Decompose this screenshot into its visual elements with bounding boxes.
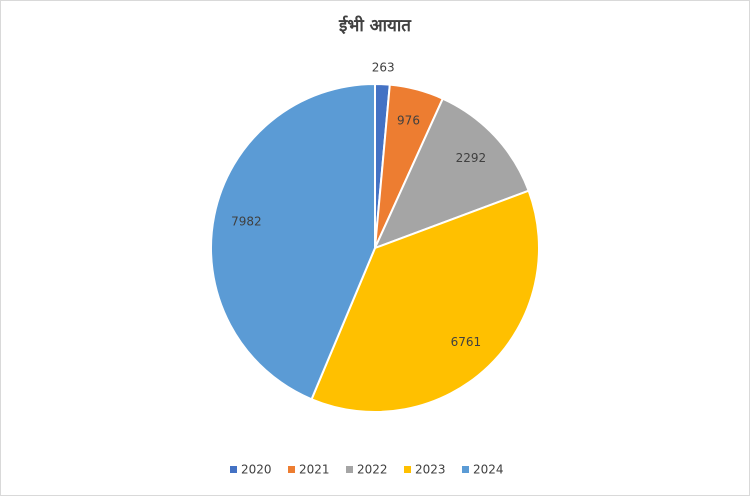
legend-swatch [462,466,469,473]
legend-label: 2021 [299,463,330,477]
legend-label: 2020 [241,463,272,477]
chart-title: ईभी आयात [338,15,412,36]
legend-swatch [230,466,237,473]
data-label: 2292 [456,151,487,165]
legend-label: 2022 [357,463,388,477]
data-label: 263 [372,60,395,74]
pie-slice [310,189,540,413]
data-label: 976 [397,114,420,128]
pie-slice [373,97,530,250]
pie-slice [210,82,376,401]
legend-label: 2024 [473,463,504,477]
data-label: 6761 [451,335,482,349]
legend-swatch [346,466,353,473]
legend-swatch [288,466,295,473]
legend-swatch [404,466,411,473]
data-label: 7982 [231,215,262,229]
legend-label: 2023 [415,463,446,477]
